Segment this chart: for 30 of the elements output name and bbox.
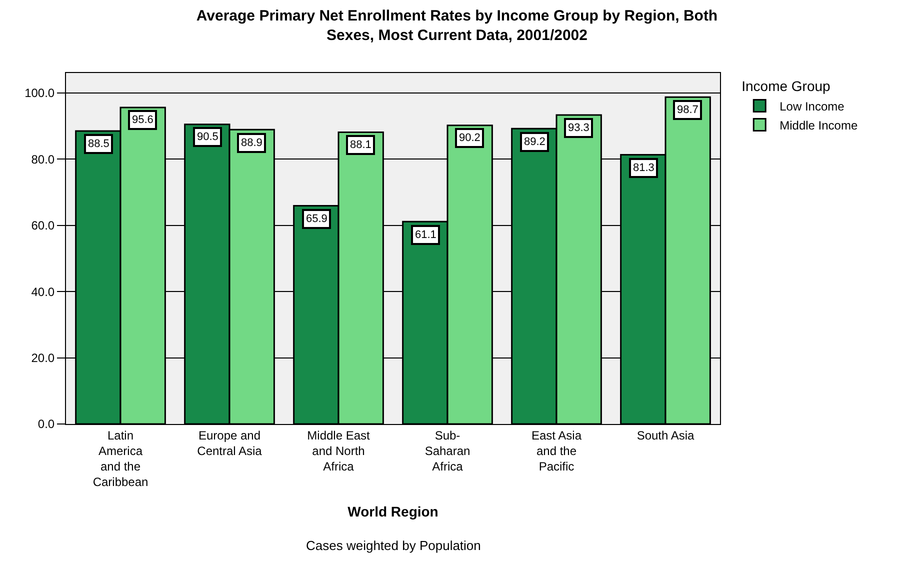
y-tick-label: 100.0 — [24, 86, 55, 100]
data-label: 88.9 — [241, 137, 262, 149]
data-label: 81.3 — [633, 162, 654, 174]
text: Cases weighted by Population — [306, 538, 481, 553]
x-axis-title: World Region — [348, 504, 438, 520]
legend-label: Middle Income — [780, 118, 858, 132]
data-label: 90.2 — [459, 132, 480, 144]
data-label: 88.1 — [350, 139, 372, 151]
x-tick-label: Middle East and North Africa — [307, 428, 371, 474]
x-tick-label: Europe and Central Asia — [197, 428, 262, 458]
y-tick-label: 80.0 — [31, 152, 55, 166]
y-tick-label: 40.0 — [31, 284, 55, 299]
data-label: 93.3 — [568, 122, 590, 134]
x-tick-label: Latin America and the Caribbean — [92, 428, 148, 490]
y-tick-label: 20.0 — [31, 350, 55, 365]
data-label: 95.6 — [132, 114, 154, 126]
data-label: 88.5 — [88, 138, 110, 150]
x-tick-label: East Asia and the Pacific — [531, 428, 582, 474]
x-tick-label: Sub- Saharan Africa — [424, 428, 470, 474]
data-label: 65.9 — [306, 213, 328, 225]
y-tick-label: 0.0 — [38, 417, 55, 432]
chart-title: Average Primary Net Enrollment Rates by Income Group by Region, Both Sexes, Most Current Data, 2001/2002 — [196, 7, 718, 44]
legend-label: Low Income — [780, 99, 845, 114]
data-label: 90.5 — [197, 131, 218, 143]
legend-title: Income Group — [742, 78, 831, 94]
y-tick-label: 60.0 — [31, 218, 55, 233]
x-tick-label: South Asia — [636, 428, 695, 442]
data-label: 89.2 — [524, 136, 546, 148]
data-label: 61.1 — [415, 229, 436, 241]
data-label: 98.7 — [677, 104, 698, 116]
